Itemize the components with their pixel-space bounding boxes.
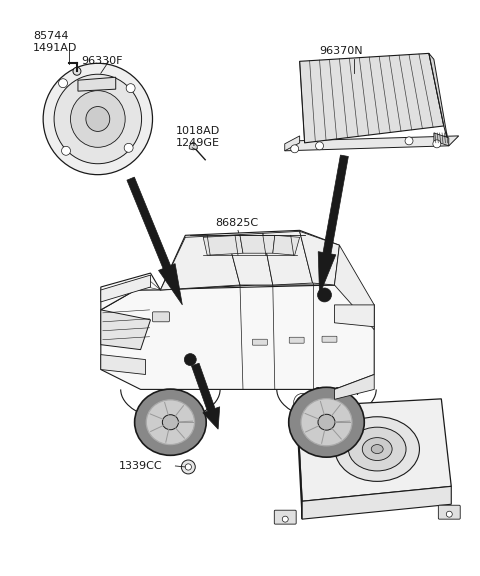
FancyBboxPatch shape xyxy=(274,510,296,524)
Circle shape xyxy=(237,241,251,255)
Polygon shape xyxy=(300,54,444,143)
Circle shape xyxy=(315,142,324,150)
Circle shape xyxy=(241,245,247,251)
Ellipse shape xyxy=(362,438,392,460)
Ellipse shape xyxy=(146,400,194,445)
Text: 86825C: 86825C xyxy=(215,218,258,229)
Polygon shape xyxy=(429,54,449,146)
Text: 96370N: 96370N xyxy=(320,47,363,56)
Polygon shape xyxy=(101,275,151,302)
Text: 1018AD
1249GE: 1018AD 1249GE xyxy=(175,126,220,147)
Circle shape xyxy=(61,146,71,156)
Circle shape xyxy=(282,516,288,522)
Ellipse shape xyxy=(318,414,335,430)
Circle shape xyxy=(184,354,196,366)
Polygon shape xyxy=(335,374,374,399)
FancyBboxPatch shape xyxy=(438,505,460,519)
Polygon shape xyxy=(78,77,116,91)
FancyBboxPatch shape xyxy=(289,337,304,343)
Polygon shape xyxy=(285,136,300,151)
Polygon shape xyxy=(297,399,451,501)
Circle shape xyxy=(318,288,332,302)
Polygon shape xyxy=(101,310,151,350)
Ellipse shape xyxy=(71,90,125,147)
Text: 85744
1491AD: 85744 1491AD xyxy=(33,32,78,53)
Polygon shape xyxy=(273,236,300,255)
FancyBboxPatch shape xyxy=(252,339,267,345)
Circle shape xyxy=(59,79,68,88)
Polygon shape xyxy=(335,245,374,329)
Ellipse shape xyxy=(301,399,352,446)
Circle shape xyxy=(446,511,452,517)
Polygon shape xyxy=(302,486,451,519)
Polygon shape xyxy=(101,285,374,389)
Polygon shape xyxy=(297,407,302,519)
Circle shape xyxy=(181,460,195,474)
Ellipse shape xyxy=(86,107,110,131)
Polygon shape xyxy=(192,363,220,429)
Polygon shape xyxy=(335,305,374,327)
Circle shape xyxy=(405,137,413,145)
Polygon shape xyxy=(203,236,243,255)
Circle shape xyxy=(73,67,81,75)
Polygon shape xyxy=(101,273,160,310)
FancyBboxPatch shape xyxy=(322,336,337,342)
Circle shape xyxy=(291,145,299,153)
Text: 1125GA
1125DA: 1125GA 1125DA xyxy=(314,388,359,409)
Ellipse shape xyxy=(288,387,364,457)
Ellipse shape xyxy=(348,427,406,471)
Ellipse shape xyxy=(54,74,142,164)
Polygon shape xyxy=(160,230,339,290)
Ellipse shape xyxy=(335,417,420,482)
Polygon shape xyxy=(127,177,182,305)
Polygon shape xyxy=(240,236,275,253)
Text: 96371: 96371 xyxy=(322,414,357,425)
Ellipse shape xyxy=(134,389,206,455)
Polygon shape xyxy=(300,232,339,285)
FancyBboxPatch shape xyxy=(153,312,169,322)
Text: 96330F: 96330F xyxy=(81,56,122,66)
Polygon shape xyxy=(101,355,145,374)
Circle shape xyxy=(297,396,309,408)
Ellipse shape xyxy=(371,445,383,453)
Polygon shape xyxy=(227,233,273,285)
Circle shape xyxy=(185,464,192,470)
Polygon shape xyxy=(434,133,449,146)
Text: 1339CC: 1339CC xyxy=(119,461,162,471)
Polygon shape xyxy=(57,75,134,157)
Polygon shape xyxy=(263,232,312,285)
Ellipse shape xyxy=(162,415,179,430)
Ellipse shape xyxy=(43,63,153,175)
Circle shape xyxy=(124,143,133,152)
Polygon shape xyxy=(160,236,240,290)
Polygon shape xyxy=(318,155,348,295)
Circle shape xyxy=(126,84,135,93)
Circle shape xyxy=(433,140,441,148)
Polygon shape xyxy=(285,136,459,151)
Polygon shape xyxy=(189,142,197,150)
